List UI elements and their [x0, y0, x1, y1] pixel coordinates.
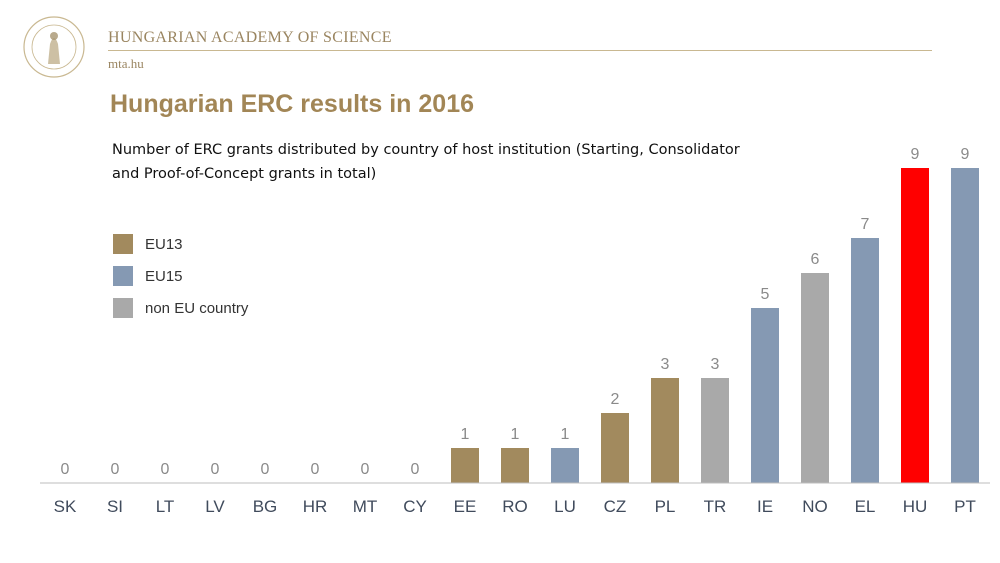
- tick-label-mt: MT: [353, 497, 378, 516]
- tick-label-sk: SK: [54, 497, 77, 516]
- data-label-tr: 3: [711, 356, 720, 373]
- data-label-si: 0: [111, 461, 120, 478]
- tick-label-lv: LV: [205, 497, 225, 516]
- data-label-cz: 2: [611, 391, 620, 408]
- data-label-ro: 1: [511, 426, 520, 443]
- chart-legend: EU13 EU15 non EU country: [113, 228, 248, 324]
- legend-swatch-eu13: [113, 234, 133, 254]
- data-label-cy: 0: [411, 461, 420, 478]
- tick-label-ro: RO: [502, 497, 528, 516]
- legend-swatch-eu15: [113, 266, 133, 286]
- legend-item-eu15: EU15: [113, 260, 248, 292]
- bar-lu: [551, 448, 579, 483]
- tick-label-cy: CY: [403, 497, 427, 516]
- data-label-no: 6: [811, 251, 820, 268]
- tick-label-no: NO: [802, 497, 828, 516]
- tick-label-pt: PT: [954, 497, 976, 516]
- bar-ro: [501, 448, 529, 483]
- tick-label-tr: TR: [704, 497, 727, 516]
- tick-label-el: EL: [855, 497, 876, 516]
- header-divider: [108, 50, 932, 51]
- data-label-pl: 3: [661, 356, 670, 373]
- data-label-mt: 0: [361, 461, 370, 478]
- bar-ee: [451, 448, 479, 483]
- bar-tr: [701, 378, 729, 483]
- tick-label-hr: HR: [303, 497, 328, 516]
- data-label-bg: 0: [261, 461, 270, 478]
- academy-seal-logo: [23, 16, 85, 78]
- legend-item-non-eu: non EU country: [113, 292, 248, 324]
- bar-pl: [651, 378, 679, 483]
- data-label-ie: 5: [761, 286, 770, 303]
- chart-title: Number of ERC grants distributed by coun…: [112, 142, 740, 182]
- data-label-hr: 0: [311, 461, 320, 478]
- data-label-el: 7: [861, 216, 870, 233]
- bar-pt: [951, 168, 979, 483]
- bar-cz: [601, 413, 629, 483]
- legend-item-eu13: EU13: [113, 228, 248, 260]
- data-label-lt: 0: [161, 461, 170, 478]
- tick-label-ie: IE: [757, 497, 773, 516]
- page-title: Hungarian ERC results in 2016: [110, 90, 475, 118]
- tick-label-cz: CZ: [604, 497, 627, 516]
- legend-label-eu13: EU13: [145, 235, 183, 253]
- data-label-ee: 1: [461, 426, 470, 443]
- bar-no: [801, 273, 829, 483]
- org-url: mta.hu: [108, 56, 144, 71]
- tick-label-lu: LU: [554, 497, 576, 516]
- bar-el: [851, 238, 879, 483]
- tick-label-ee: EE: [454, 497, 477, 516]
- data-label-lu: 1: [561, 426, 570, 443]
- tick-label-lt: LT: [156, 497, 175, 516]
- legend-swatch-non-eu: [113, 298, 133, 318]
- tick-label-si: SI: [107, 497, 123, 516]
- legend-label-eu15: EU15: [145, 267, 183, 285]
- org-name: HUNGARIAN ACADEMY OF SCIENCE: [108, 29, 392, 46]
- legend-label-non-eu: non EU country: [145, 299, 249, 317]
- tick-label-bg: BG: [253, 497, 278, 516]
- data-label-pt: 9: [961, 146, 970, 163]
- bar-hu: [901, 168, 929, 483]
- data-label-lv: 0: [211, 461, 220, 478]
- bar-ie: [751, 308, 779, 483]
- tick-label-hu: HU: [903, 497, 928, 516]
- data-label-sk: 0: [61, 461, 70, 478]
- tick-label-pl: PL: [655, 497, 676, 516]
- data-label-hu: 9: [911, 146, 920, 163]
